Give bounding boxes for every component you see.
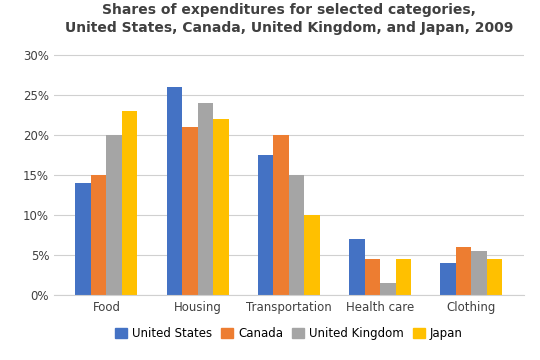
Bar <box>456 247 471 295</box>
Bar <box>106 135 122 295</box>
Bar <box>213 119 228 295</box>
Bar <box>258 155 273 295</box>
Title: Shares of expenditures for selected categories,
United States, Canada, United Ki: Shares of expenditures for selected cate… <box>65 3 513 35</box>
Bar <box>273 135 289 295</box>
Bar <box>349 239 364 295</box>
Bar <box>471 251 487 295</box>
Bar <box>91 175 106 295</box>
Bar <box>76 183 91 295</box>
Bar <box>289 175 305 295</box>
Bar <box>487 259 502 295</box>
Bar <box>182 127 198 295</box>
Legend: United States, Canada, United Kingdom, Japan: United States, Canada, United Kingdom, J… <box>111 322 467 345</box>
Bar <box>380 283 396 295</box>
Bar <box>441 263 456 295</box>
Bar <box>396 259 411 295</box>
Bar <box>122 111 137 295</box>
Bar <box>198 103 213 295</box>
Bar <box>167 87 182 295</box>
Bar <box>364 259 380 295</box>
Bar <box>305 215 320 295</box>
